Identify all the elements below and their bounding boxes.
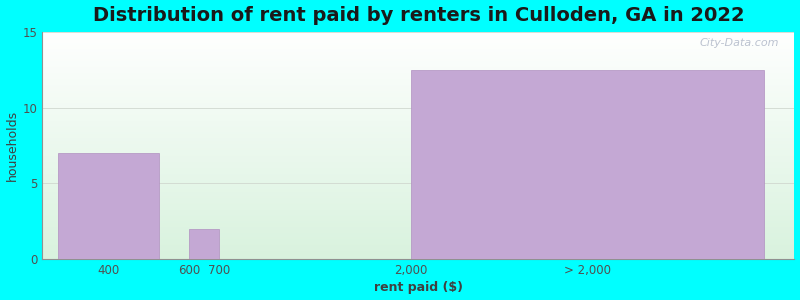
Bar bbox=[58, 153, 158, 260]
X-axis label: rent paid ($): rent paid ($) bbox=[374, 281, 463, 294]
Y-axis label: households: households bbox=[6, 110, 18, 181]
Title: Distribution of rent paid by renters in Culloden, GA in 2022: Distribution of rent paid by renters in … bbox=[93, 6, 744, 25]
Bar bbox=[411, 70, 764, 260]
Bar bbox=[189, 229, 219, 260]
Text: City-Data.com: City-Data.com bbox=[700, 38, 779, 49]
